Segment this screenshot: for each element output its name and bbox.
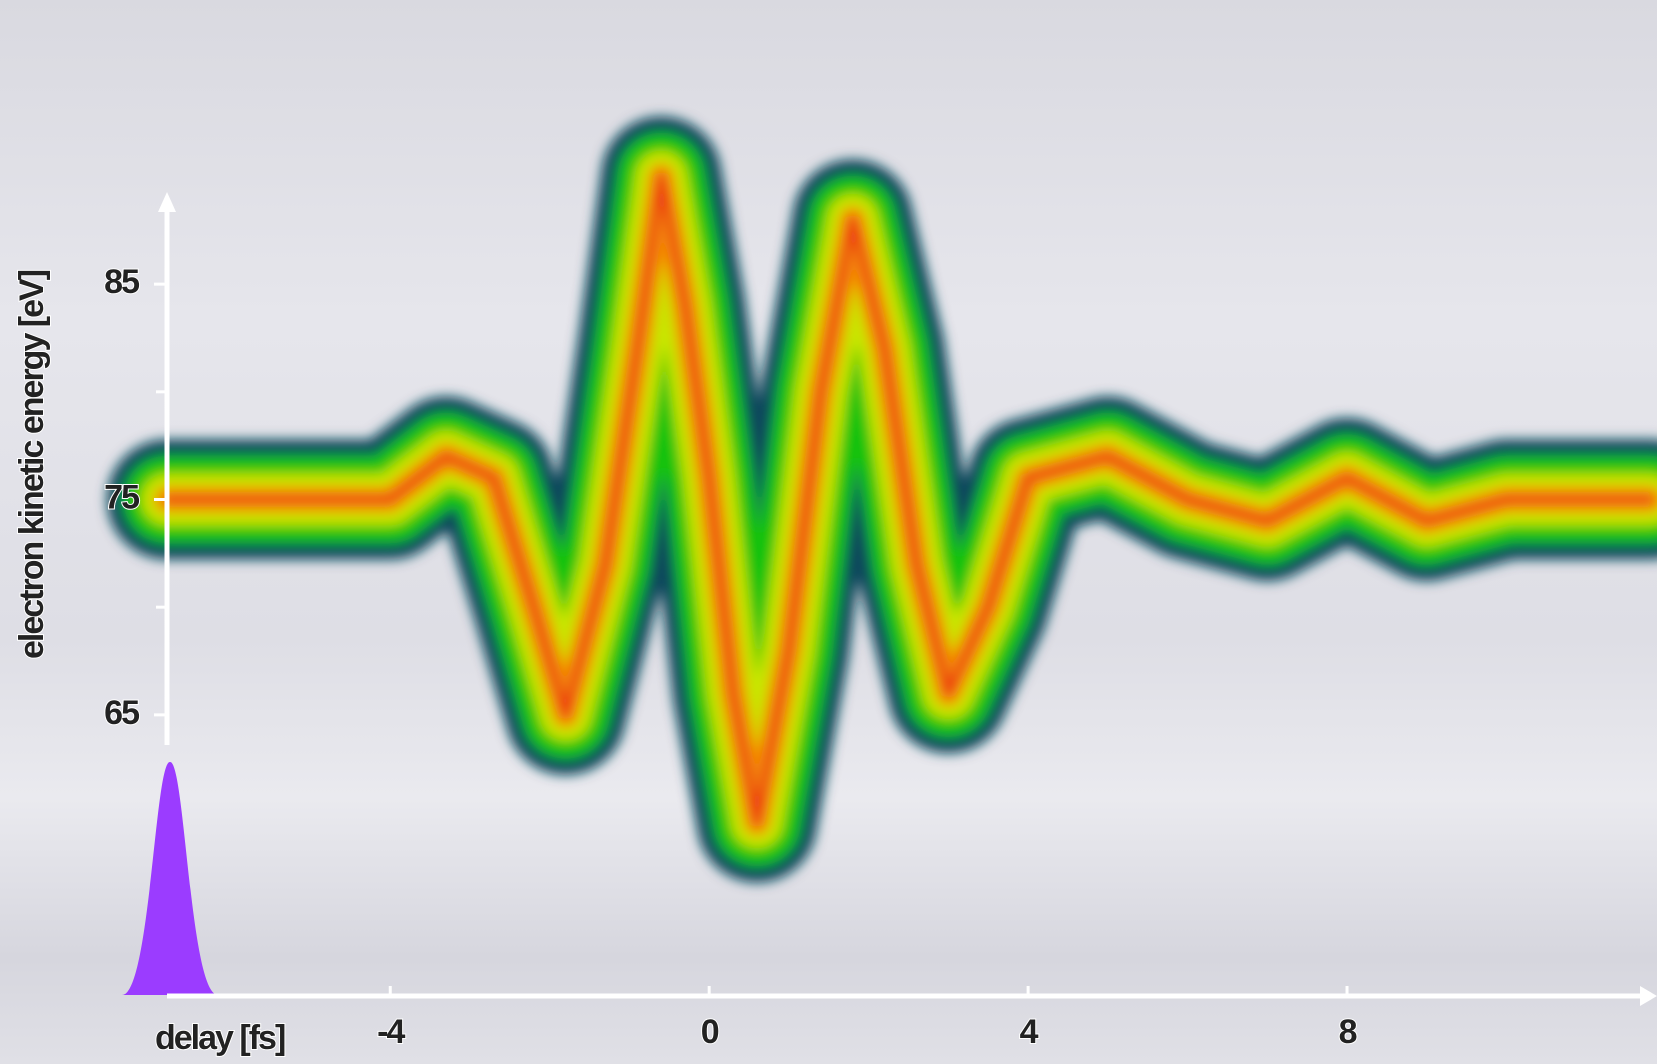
chart: delay [fs] electron kinetic energy [eV] …	[0, 0, 1657, 1064]
x-tick-label: -4	[377, 1013, 405, 1051]
x-tick-label: 8	[1339, 1013, 1357, 1051]
y-tick-label: 65	[104, 694, 139, 732]
page: delay [fs] electron kinetic energy [eV] …	[0, 0, 1657, 1064]
y-tick-label: 75	[104, 478, 139, 516]
x-tick-label: 4	[1020, 1013, 1039, 1051]
x-tick-label: 0	[701, 1013, 719, 1051]
y-axis-label: electron kinetic energy [eV]	[13, 270, 51, 659]
x-axis-label: delay [fs]	[155, 1019, 285, 1057]
y-tick-label: 85	[104, 263, 139, 301]
